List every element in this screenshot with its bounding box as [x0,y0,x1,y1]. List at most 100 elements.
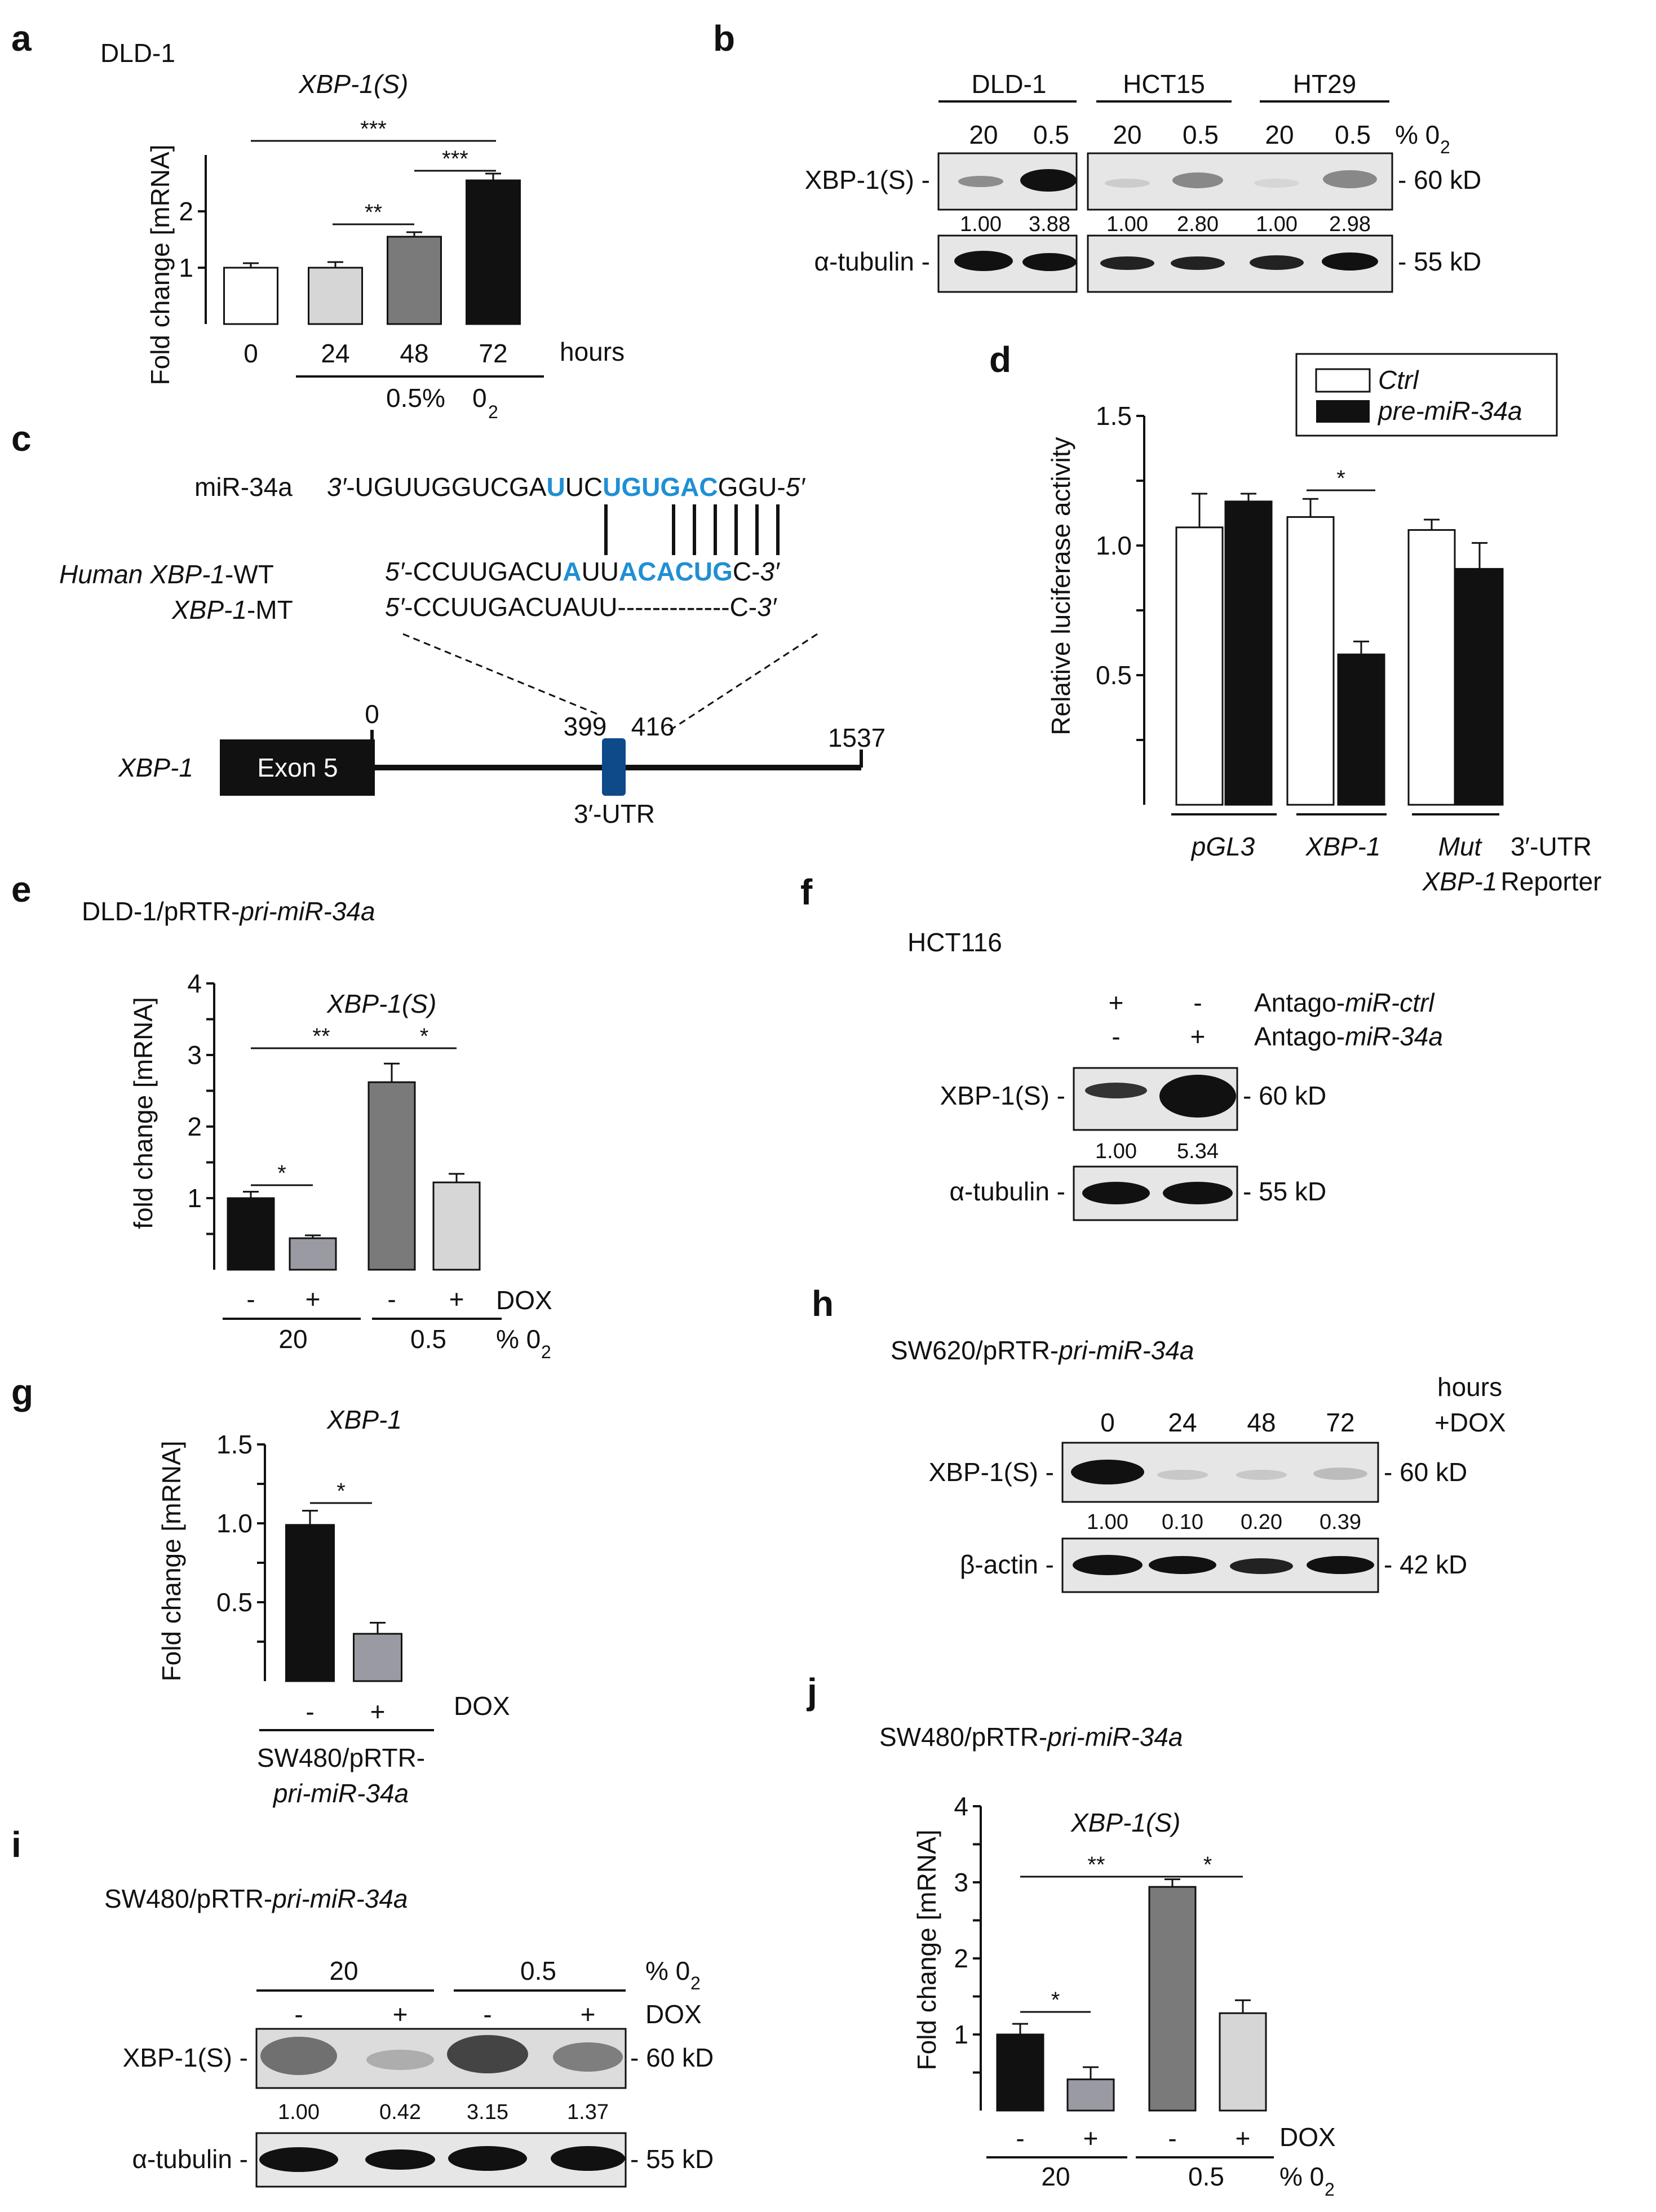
panel-i-dox-sign-1: - [294,2000,303,2029]
y-tick-label: 1.5 [216,1430,253,1459]
sequence-segment: 5′ [786,472,806,502]
x-tick-label: - [1016,2124,1024,2153]
panel-g-ylabel: Fold change [mRNA] [157,1441,186,1682]
panel-i-quant-2: 0.42 [379,2100,421,2124]
panel-j: j SW480/pRTR-pri-miR-34a XBP-1(S) Fold c… [807,1671,1336,2200]
chart-g: 0.5 1.0 1.5 - + * [216,1430,402,1726]
panel-b-row1-kd: - 60 kD [1398,165,1481,194]
row-b-italic: miR-34a [1345,1022,1443,1051]
sequence-segment: 5′ [385,557,405,586]
panel-j-title-italic: pri-miR-34a [1046,1722,1183,1752]
panel-c-letter: c [11,418,32,459]
sequence-segment: UC [565,472,603,502]
panel-g-gene: XBP-1 [326,1405,402,1434]
panel-e-o2-1: 20 [278,1324,307,1354]
group-label-xbp1: XBP-1 [1305,832,1381,861]
bar [1148,1886,1197,2112]
panel-b-row2-label: α-tubulin - [814,247,930,276]
panel-c-mir-label: miR-34a [194,472,293,502]
band [1171,256,1225,270]
panel-e-title-plain: DLD-1/pRTR- [82,897,240,926]
bar [285,1524,335,1682]
y-tick-label: 1 [954,2020,968,2049]
panel-b-o2-unit: % 0 [1395,120,1440,149]
panel-b-o2-1: 20 [969,120,998,149]
panel-h-hours: hours [1437,1372,1502,1402]
panel-i-row2-label: α-tubulin - [132,2144,248,2174]
band [553,2042,623,2072]
panel-a-oxygen-sub: 2 [488,402,498,422]
sequence-segment: -CCUUGACU [404,557,563,586]
exon-5-box [220,739,375,796]
base-pair-lines [604,504,780,555]
bar [1224,500,1273,806]
panel-e-title-italic: pri-miR-34a [238,897,375,926]
significance-marker: * [1336,466,1345,491]
panel-i: i SW480/pRTR-pri-miR-34a 20 0.5 % 0 2 - … [11,1824,714,2188]
y-tick-label: 1.0 [1096,531,1132,560]
panel-h-quant-2: 0.10 [1162,1510,1203,1534]
sequence-segment: UGUGAC [603,472,718,502]
panel-h-time-3: 48 [1247,1408,1276,1437]
x-tick-label: 72 [479,339,507,368]
band [1157,1470,1208,1480]
sequence-segment: -UGUUGGUCGA [346,472,547,502]
bar [466,179,521,325]
panel-h-row2-label: β-actin - [960,1550,1054,1579]
legend: Ctrl pre-miR-34a [1295,353,1558,437]
band [1022,253,1077,271]
band [1230,1558,1293,1574]
panel-e-ylabel: fold change [mRNA] [129,997,158,1229]
bar [996,2033,1044,2112]
panel-i-o2-1: 20 [329,1956,358,1985]
panel-h-row1-label: XBP-1(S) - [929,1457,1054,1487]
panel-d-ylabel: Relative luciferase activity [1046,437,1075,735]
panel-b-quant-1: 1.00 [960,212,1002,236]
panel-f-row2-kd: - 55 kD [1243,1177,1326,1206]
y-tick-label: 1.0 [216,1509,253,1538]
panel-i-dox-sign-4: + [581,2000,596,2029]
panel-f-row1-label: XBP-1(S) - [940,1081,1065,1110]
panel-a-cell-line: DLD-1 [100,38,175,68]
panel-i-title-italic: pri-miR-34a [271,1884,408,1913]
y-tick-label: 4 [954,1792,968,1821]
band [1020,169,1077,192]
panel-d-letter: d [989,339,1011,380]
sequence-segment: C- [733,557,760,586]
panel-j-gene: XBP-1(S) [1070,1808,1180,1837]
panel-b: b DLD-1 HCT15 HT29 20 0.5 20 0.5 20 0.5 … [713,18,1481,293]
sequence-segment: 3′ [757,592,777,622]
x-tick-label: + [449,1284,464,1314]
panel-a: a DLD-1 XBP-1(S) Fold change [mRNA] 120 2… [11,18,625,422]
sequence-segment: -CCUUGACUAUU-------------C- [404,592,757,622]
chart-a: 120 24 48 72******** [179,117,521,368]
panel-i-quant-3: 3.15 [467,2100,508,2124]
panel-b-row1-label: XBP-1(S) - [805,165,930,194]
significance-marker: * [277,1161,286,1186]
panel-b-row2-kd: - 55 kD [1398,247,1481,276]
bar [289,1237,337,1271]
panel-j-title-plain: SW480/pRTR- [879,1722,1047,1752]
panel-h-title: SW620/pRTR-pri-miR-34a [891,1336,1194,1365]
panel-f-quant-2: 5.34 [1177,1140,1219,1163]
panel-b-letter: b [713,18,735,59]
mt-label-suffix: -MT [247,595,293,624]
x-tick-label: + [1083,2124,1099,2153]
y-tick-label: 4 [187,969,202,998]
legend-pre-mir: pre-miR-34a [1377,396,1522,425]
pos-end: 1537 [828,723,885,752]
panel-b-o2-6: 0.5 [1335,120,1371,149]
panel-b-o2-5: 20 [1265,120,1294,149]
significance-marker: ** [365,200,382,225]
panel-b-cell-line-3: HT29 [1293,69,1356,99]
panel-a-gene: XBP-1(S) [298,69,408,99]
y-tick-label: 1 [187,1183,202,1213]
band [1323,170,1377,188]
panel-h-title-italic: pri-miR-34a [1057,1336,1194,1365]
panel-e-dox: DOX [496,1285,552,1315]
panel-h-letter: h [812,1283,834,1324]
bar [432,1181,481,1271]
panel-i-title: SW480/pRTR-pri-miR-34a [104,1884,408,1913]
significance-marker: * [1051,1988,1060,2012]
panel-j-title: SW480/pRTR-pri-miR-34a [879,1722,1183,1752]
